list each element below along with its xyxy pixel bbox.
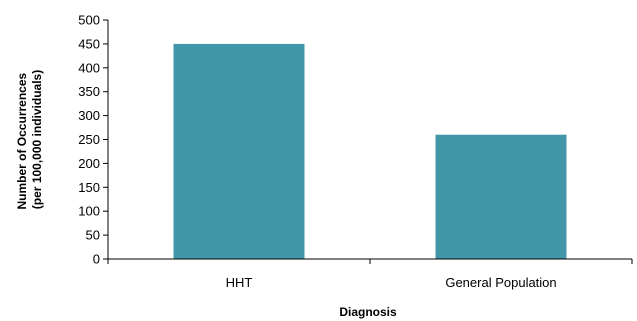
y-tick-label: 150 [78, 180, 100, 195]
y-tick-label: 500 [78, 13, 100, 28]
y-tick-label: 450 [78, 36, 100, 51]
bars [173, 43, 567, 260]
y-axis-title: Number of Occurrences (per 100,000 indiv… [15, 69, 44, 209]
x-axis-title: Diagnosis [339, 305, 397, 319]
y-tick-label: 400 [78, 60, 100, 75]
y-axis-title-line-2: (per 100,000 individuals) [30, 70, 44, 209]
x-tick-label: HHT [226, 275, 253, 290]
y-tick-label: 50 [86, 228, 100, 243]
y-tick-label: 200 [78, 156, 100, 171]
y-axis-ticks: 0 50 100 150 200 250 300 350 400 450 500 [78, 13, 108, 267]
y-tick-label: 100 [78, 204, 100, 219]
y-tick-label: 0 [93, 252, 100, 267]
x-tick-label: General Population [445, 275, 556, 290]
x-axis-ticks: HHT General Population [107, 259, 633, 290]
y-axis-title-line-1: Number of Occurrences [15, 72, 29, 209]
y-tick-label: 350 [78, 84, 100, 99]
y-tick-label: 250 [78, 132, 100, 147]
y-tick-label: 300 [78, 108, 100, 123]
bar [435, 134, 567, 259]
bar [173, 43, 305, 260]
